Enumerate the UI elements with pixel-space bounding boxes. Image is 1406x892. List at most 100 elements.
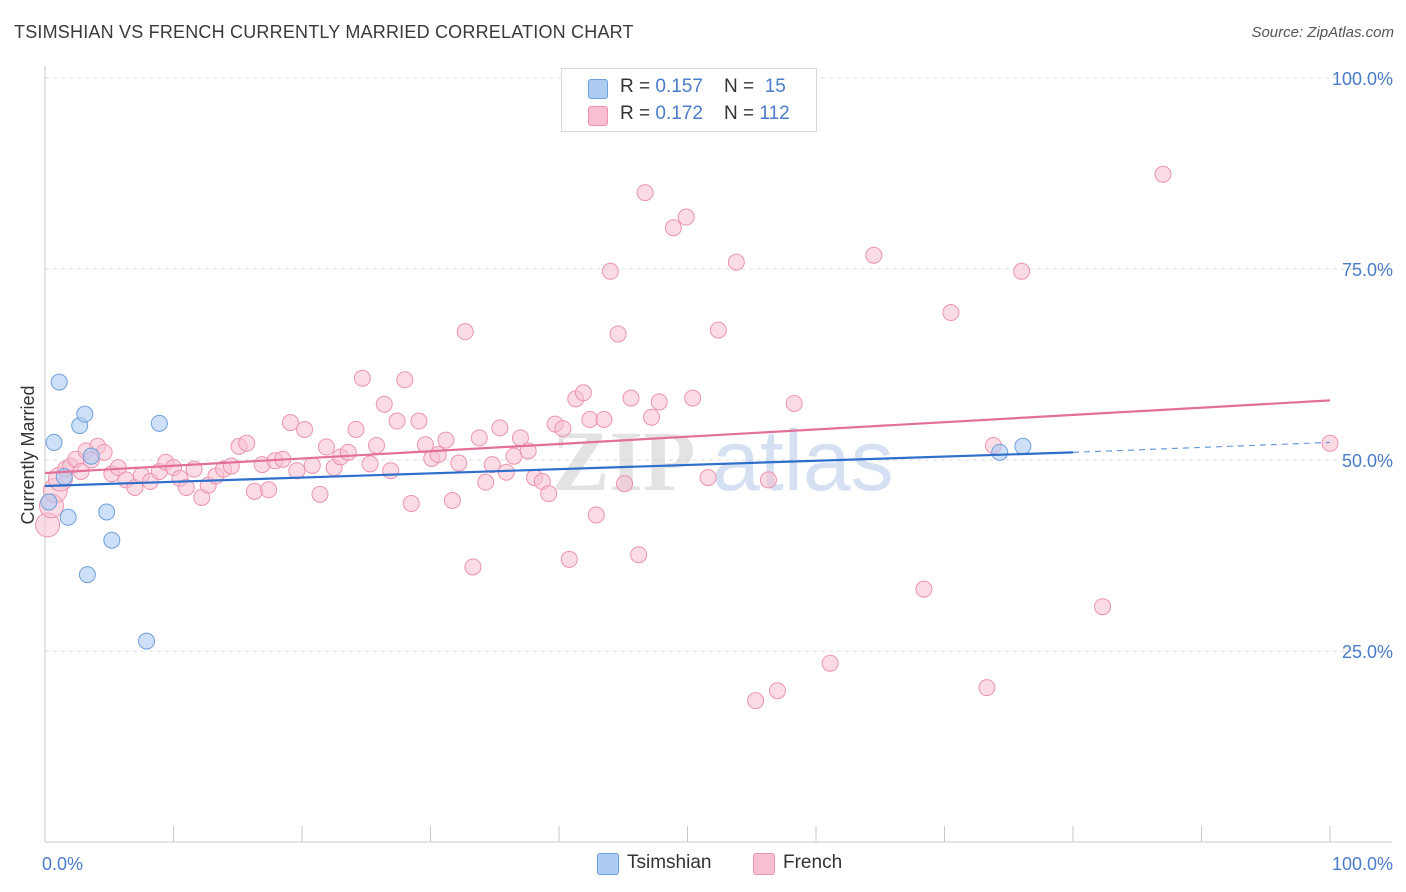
legend-r-label: R = xyxy=(620,76,656,97)
french-point xyxy=(684,389,702,407)
x-tick-label: 0.0% xyxy=(42,854,83,874)
french-point xyxy=(768,682,786,700)
french-point xyxy=(353,369,371,387)
tsimshian-point xyxy=(1014,437,1032,455)
tsimshian-point xyxy=(991,443,1009,461)
legend-n-value-french: 112 xyxy=(759,103,790,124)
french-point xyxy=(643,408,661,426)
french-point xyxy=(437,431,455,449)
tsimshian-trend-line xyxy=(44,451,1074,488)
french-point xyxy=(581,411,599,429)
french-point xyxy=(477,473,495,491)
tsimshian-trend-extension xyxy=(1072,441,1331,453)
french-point xyxy=(382,462,400,480)
french-point xyxy=(317,438,335,456)
french-point xyxy=(759,471,777,489)
french-point xyxy=(339,443,357,461)
french-point xyxy=(497,463,515,481)
french-point xyxy=(410,412,428,430)
french-point xyxy=(821,654,839,672)
french-point xyxy=(450,454,468,472)
french-point xyxy=(281,414,299,432)
french-point xyxy=(222,457,240,475)
source-label: Source: ZipAtlas.com xyxy=(1251,24,1394,41)
french-point xyxy=(942,304,960,322)
french-point xyxy=(238,434,256,452)
tsimshian-point xyxy=(98,503,116,521)
chart-title: TSIMSHIAN VS FRENCH CURRENTLY MARRIED CO… xyxy=(14,22,634,42)
tsimshian-points xyxy=(40,373,1032,650)
bottom-legend-label-tsimshian: Tsimshian xyxy=(627,852,712,873)
bottom-legend-label-french: French xyxy=(783,852,843,873)
legend-n-value-tsimshian: 15 xyxy=(764,76,786,97)
french-point xyxy=(1154,165,1172,183)
french-point xyxy=(709,321,727,339)
bottom-legend-swatch-french xyxy=(753,853,775,875)
french-point xyxy=(699,469,717,487)
legend-swatch-tsimshian xyxy=(588,79,608,99)
french-point xyxy=(915,580,933,598)
tsimshian-point xyxy=(45,433,63,451)
french-point xyxy=(303,456,321,474)
tsimshian-point xyxy=(82,447,100,465)
tsimshian-point xyxy=(40,493,58,511)
french-point xyxy=(402,495,420,513)
y-tick-label: 25.0% xyxy=(1342,642,1393,662)
legend-r-value-tsimshian: 0.157 xyxy=(655,76,703,97)
y-tick-label: 50.0% xyxy=(1342,451,1393,471)
watermark-zip: ZIP xyxy=(552,413,695,509)
french-point xyxy=(361,455,379,473)
french-point xyxy=(978,679,996,697)
tsimshian-point xyxy=(78,566,96,584)
french-trend-line xyxy=(44,399,1331,475)
tsimshian-point xyxy=(150,414,168,432)
french-point xyxy=(375,395,393,413)
french-point xyxy=(491,419,509,437)
axes xyxy=(44,66,1392,843)
french-point xyxy=(443,491,461,509)
french-point xyxy=(1094,598,1112,616)
french-point xyxy=(622,389,640,407)
french-point xyxy=(245,482,263,500)
french-point xyxy=(785,394,803,412)
tick-labels: 25.0% 50.0% 75.0% 100.0% 0.0% 100.0% xyxy=(42,69,1393,874)
french-point xyxy=(177,479,195,497)
french-point xyxy=(311,485,329,503)
french-point xyxy=(865,246,883,264)
legend-n-label: N = xyxy=(724,76,760,97)
french-point xyxy=(747,692,765,710)
french-point xyxy=(483,456,501,474)
french-point xyxy=(416,436,434,454)
french-point xyxy=(464,558,482,576)
french-point xyxy=(636,184,654,202)
french-point xyxy=(664,219,682,237)
french-point xyxy=(595,411,613,429)
french-point xyxy=(388,412,406,430)
gridlines xyxy=(45,77,1392,652)
tsimshian-point xyxy=(138,632,156,650)
french-point xyxy=(727,253,745,271)
french-point xyxy=(1013,262,1031,280)
french-point xyxy=(368,436,386,454)
x-tick-label: 100.0% xyxy=(1332,854,1393,874)
legend-swatch-french xyxy=(588,106,608,126)
french-point xyxy=(630,546,648,564)
tsimshian-point xyxy=(103,531,121,549)
y-tick-label: 100.0% xyxy=(1332,69,1393,89)
legend: R = 0.157 N = 15 R = 0.172 N = 112 xyxy=(561,68,817,132)
french-point xyxy=(554,420,572,438)
tsimshian-point xyxy=(76,405,94,423)
tsimshian-point xyxy=(59,508,77,526)
french-point xyxy=(587,506,605,524)
french-point xyxy=(616,475,634,493)
french-point xyxy=(456,323,474,341)
y-axis-label: Currently Married xyxy=(18,385,38,524)
y-tick-label: 75.0% xyxy=(1342,260,1393,280)
trend-lines xyxy=(44,399,1331,488)
legend-n-label: N = xyxy=(724,103,760,124)
tsimshian-point xyxy=(50,373,68,391)
french-point xyxy=(560,550,578,568)
french-point xyxy=(609,325,627,343)
french-point xyxy=(288,462,306,480)
